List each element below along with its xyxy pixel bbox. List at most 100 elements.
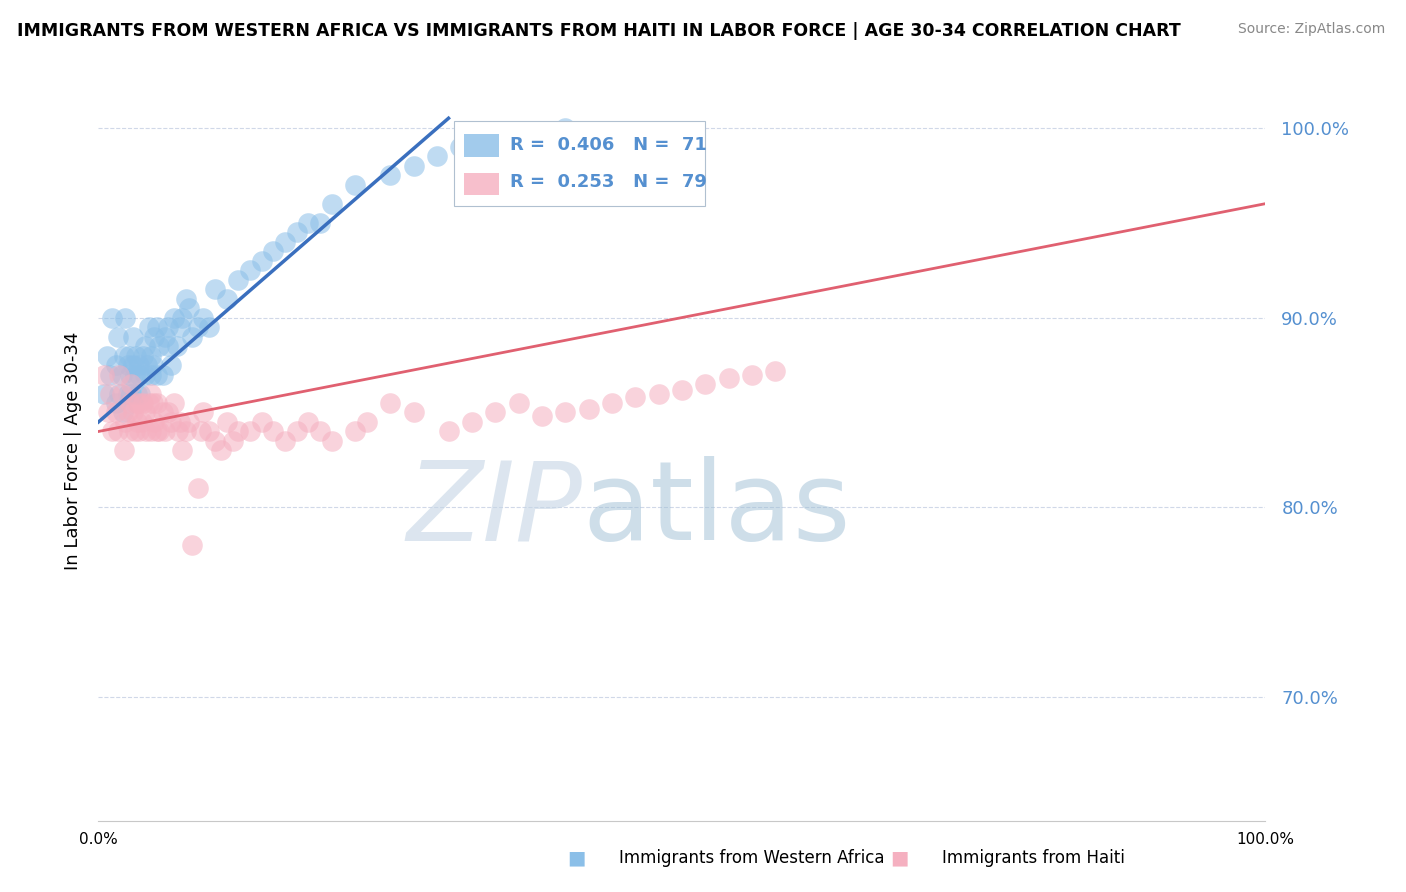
Point [112, 349, 135, 363]
Point [163, 396, 186, 410]
Point [554, 405, 576, 419]
Point [146, 396, 169, 410]
Point [139, 425, 162, 439]
Point [172, 310, 194, 325]
Point [122, 405, 145, 419]
Point [131, 415, 153, 429]
Point [180, 329, 202, 343]
Point [174, 425, 197, 439]
Point [146, 320, 169, 334]
Point [297, 415, 319, 429]
FancyBboxPatch shape [454, 121, 706, 206]
Point [118, 349, 141, 363]
Point [530, 409, 553, 424]
Point [321, 196, 343, 211]
Point [108, 386, 131, 401]
Point [285, 225, 308, 239]
Point [262, 244, 284, 259]
Point [344, 425, 367, 439]
Point [132, 396, 155, 410]
Point [117, 386, 139, 401]
Point [96, 349, 118, 363]
Point [128, 358, 150, 372]
Point [124, 368, 146, 382]
Point [402, 405, 425, 419]
Point [101, 310, 124, 325]
Point [134, 339, 156, 353]
Point [484, 405, 506, 419]
Point [309, 216, 332, 230]
Point [98, 368, 121, 382]
Point [239, 425, 262, 439]
Point [172, 443, 194, 458]
Point [128, 396, 150, 410]
Point [250, 253, 273, 268]
Point [179, 301, 201, 315]
Text: R =  0.406   N =  71: R = 0.406 N = 71 [510, 136, 707, 153]
Point [134, 405, 156, 419]
Point [461, 415, 484, 429]
Point [166, 425, 188, 439]
Point [285, 425, 308, 439]
Point [148, 339, 170, 353]
Point [104, 396, 127, 410]
Point [111, 386, 134, 401]
Point [159, 358, 181, 372]
Point [146, 368, 169, 382]
Point [118, 368, 141, 382]
Point [274, 434, 297, 448]
Point [142, 358, 165, 372]
Point [146, 425, 169, 439]
Point [135, 425, 157, 439]
Point [124, 425, 146, 439]
Point [120, 386, 142, 401]
Point [187, 482, 209, 496]
Point [104, 405, 127, 419]
Point [138, 396, 160, 410]
Point [204, 434, 226, 448]
Text: ■: ■ [567, 848, 586, 867]
Text: Immigrants from Western Africa: Immigrants from Western Africa [619, 849, 884, 867]
Point [741, 368, 763, 382]
Point [228, 425, 250, 439]
Point [426, 149, 449, 163]
Text: atlas: atlas [582, 456, 851, 563]
Point [107, 425, 129, 439]
Point [380, 396, 402, 410]
Point [139, 349, 162, 363]
Point [125, 349, 148, 363]
Point [228, 272, 250, 286]
Point [117, 358, 139, 372]
Point [380, 168, 402, 182]
Point [142, 396, 165, 410]
Point [138, 320, 160, 334]
Point [122, 329, 145, 343]
Point [508, 396, 530, 410]
Point [554, 120, 576, 135]
Point [114, 415, 136, 429]
Bar [464, 135, 499, 156]
Text: ZIP: ZIP [406, 456, 582, 563]
Point [117, 405, 139, 419]
Point [437, 425, 460, 439]
Point [118, 425, 141, 439]
Point [180, 538, 202, 552]
Point [125, 415, 148, 429]
Point [198, 425, 221, 439]
Point [221, 434, 243, 448]
Point [148, 425, 170, 439]
Point [129, 386, 152, 401]
Point [198, 320, 221, 334]
Point [93, 386, 115, 401]
Point [157, 320, 180, 334]
Point [97, 405, 120, 419]
Point [193, 405, 215, 419]
Y-axis label: In Labor Force | Age 30-34: In Labor Force | Age 30-34 [63, 331, 82, 570]
Point [321, 434, 343, 448]
Text: ■: ■ [890, 848, 910, 867]
Point [112, 443, 135, 458]
Point [104, 358, 127, 372]
Point [250, 415, 273, 429]
Point [763, 364, 786, 378]
Point [204, 282, 226, 296]
